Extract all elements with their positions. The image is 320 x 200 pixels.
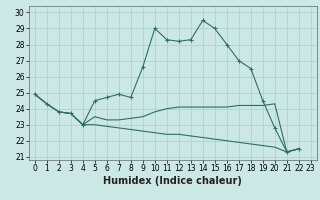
X-axis label: Humidex (Indice chaleur): Humidex (Indice chaleur) xyxy=(103,176,242,186)
